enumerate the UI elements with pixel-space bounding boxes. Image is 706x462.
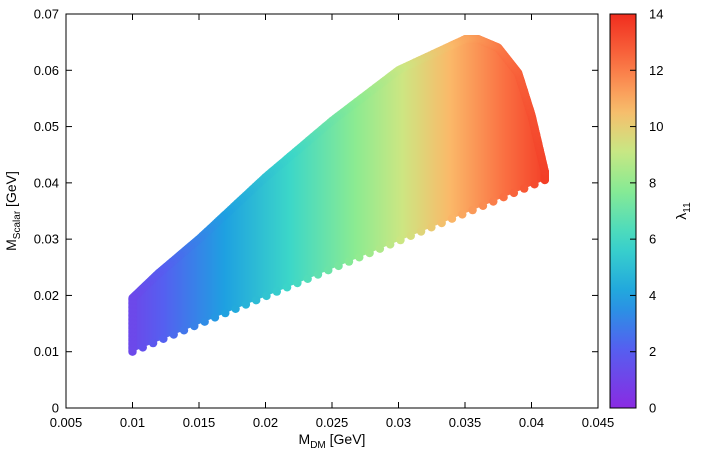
y-tick-label: 0.05 xyxy=(34,119,59,134)
scatter-point xyxy=(478,201,488,210)
y-tick-label: 0.03 xyxy=(34,232,59,247)
y-tick-label: 0.04 xyxy=(34,175,59,190)
scatter-point xyxy=(169,330,178,339)
scatter-point xyxy=(427,223,436,232)
colorbar-tick-label: 4 xyxy=(649,288,656,303)
scatter-point xyxy=(520,184,529,193)
scatter-point xyxy=(252,296,261,305)
scatter-point xyxy=(344,257,354,266)
y-tick-label: 0.06 xyxy=(34,63,59,78)
scatter-point xyxy=(334,261,343,271)
scatter-point xyxy=(210,313,220,322)
colorbar-tick-label: 10 xyxy=(649,119,663,134)
scatter-point xyxy=(231,304,240,313)
y-tick-label: 0 xyxy=(52,401,59,416)
x-axis: 0.005 0.01 0.015 0.02 0.025 0.03 0.035 0.04 0.04… xyxy=(50,14,615,430)
y-axis: 0 0.01 0.02 0.03 0.04 0.05 0.06 0.07 xyxy=(34,7,598,416)
scatter-point xyxy=(499,193,508,202)
scatter-point xyxy=(396,235,405,245)
scatter-point xyxy=(128,346,137,355)
scatter-point xyxy=(138,343,147,352)
scatter-point xyxy=(489,197,498,206)
scatter-point xyxy=(365,248,374,258)
y-axis-label: MScalar [GeV] xyxy=(3,171,23,251)
x-tick-label: 0.045 xyxy=(582,415,615,430)
colorbar xyxy=(609,13,637,409)
scatter-point xyxy=(530,180,539,189)
x-tick-label: 0.035 xyxy=(449,415,482,430)
colorbar-axis: 0 2 4 6 8 10 12 14 xyxy=(630,7,663,416)
scatter-point xyxy=(386,240,395,249)
scatter-point xyxy=(272,287,281,296)
scatter-point xyxy=(447,214,457,223)
colorbar-tick-label: 2 xyxy=(649,344,656,359)
scatter-region-fill xyxy=(132,39,545,352)
scatter-point xyxy=(293,278,302,288)
scatter-point xyxy=(262,291,271,301)
colorbar-label: λ11 xyxy=(673,202,693,220)
colorbar-tick-label: 0 xyxy=(649,401,656,416)
colorbar-tick-label: 6 xyxy=(649,232,656,247)
x-axis-label: MDM [GeV] xyxy=(299,431,366,451)
scatter-point xyxy=(241,300,251,309)
scatter-point xyxy=(190,321,199,331)
scatter-point xyxy=(324,266,333,275)
scatter-point xyxy=(406,231,415,240)
scatter-point xyxy=(355,253,364,262)
scatter-point xyxy=(159,334,168,343)
scatter-point xyxy=(468,205,477,215)
scatter-point xyxy=(282,283,292,292)
x-tick-label: 0.005 xyxy=(50,415,83,430)
colorbar-tick-label: 14 xyxy=(649,7,663,22)
scatter-point xyxy=(458,210,467,219)
scatter-point xyxy=(148,338,158,348)
colorbar-tick-label: 8 xyxy=(649,175,656,190)
x-tick-label: 0.025 xyxy=(316,415,349,430)
scatter-point xyxy=(375,244,385,253)
scatter-point xyxy=(179,326,189,335)
scatter-edge-points xyxy=(128,35,549,356)
scatter-point xyxy=(303,274,312,283)
scatter-point xyxy=(437,218,446,228)
scatter-point xyxy=(416,227,426,236)
scatter-point xyxy=(200,317,209,326)
colorbar-tick-label: 12 xyxy=(649,63,663,78)
plot-area xyxy=(128,35,549,356)
x-tick-label: 0.03 xyxy=(386,415,411,430)
x-tick-label: 0.015 xyxy=(183,415,216,430)
x-tick-label: 0.01 xyxy=(120,415,145,430)
scatter-point xyxy=(313,270,323,279)
x-tick-label: 0.02 xyxy=(253,415,278,430)
scatter-point xyxy=(221,308,230,318)
y-tick-label: 0.01 xyxy=(34,344,59,359)
y-tick-label: 0.02 xyxy=(34,288,59,303)
scatter-point xyxy=(509,188,519,198)
x-tick-label: 0.04 xyxy=(519,415,544,430)
y-tick-label: 0.07 xyxy=(34,7,59,22)
